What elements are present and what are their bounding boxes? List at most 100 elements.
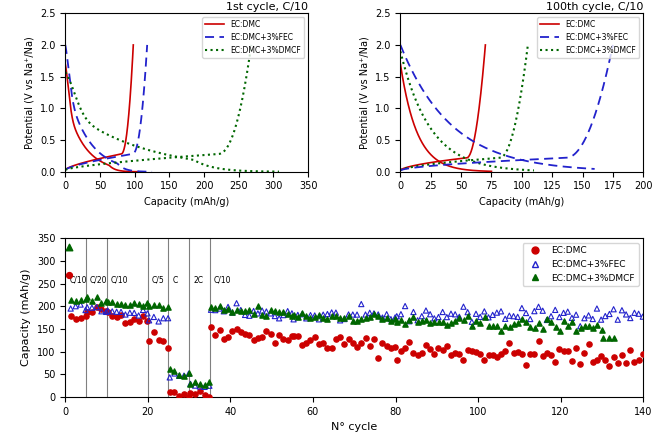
Point bbox=[96, 299, 106, 306]
Point bbox=[613, 316, 623, 323]
Point bbox=[621, 311, 631, 318]
Point bbox=[91, 303, 102, 310]
Point bbox=[185, 389, 196, 396]
Point bbox=[592, 305, 602, 312]
Point bbox=[471, 317, 481, 324]
Point bbox=[454, 350, 464, 357]
Point bbox=[80, 306, 91, 314]
Point bbox=[231, 326, 242, 333]
Point bbox=[496, 327, 507, 334]
Point bbox=[335, 315, 345, 322]
Point bbox=[75, 301, 86, 308]
Point bbox=[261, 328, 272, 335]
Point bbox=[330, 336, 341, 343]
Point bbox=[257, 307, 267, 314]
Point bbox=[195, 387, 205, 394]
Point bbox=[236, 308, 246, 315]
Point bbox=[352, 344, 362, 351]
Point bbox=[179, 372, 189, 379]
Text: C/10: C/10 bbox=[69, 276, 87, 284]
Legend: EC:DMC, EC:DMC+3%FEC, EC:DMC+3%DMCF: EC:DMC, EC:DMC+3%FEC, EC:DMC+3%DMCF bbox=[537, 17, 639, 58]
Point bbox=[144, 337, 154, 344]
Point bbox=[616, 351, 627, 359]
Point bbox=[313, 340, 324, 348]
Point bbox=[206, 304, 216, 311]
Point bbox=[360, 335, 371, 342]
Legend: EC:DMC, EC:DMC+3%FEC, EC:DMC+3%DMCF: EC:DMC, EC:DMC+3%FEC, EC:DMC+3%DMCF bbox=[522, 243, 639, 286]
Point bbox=[289, 312, 299, 319]
Point bbox=[429, 350, 439, 357]
Point bbox=[462, 347, 473, 354]
Point bbox=[120, 311, 131, 318]
Point bbox=[265, 310, 276, 317]
Point bbox=[149, 329, 159, 336]
Point bbox=[169, 367, 180, 374]
Point bbox=[301, 313, 311, 320]
Point bbox=[87, 308, 97, 315]
Point bbox=[567, 314, 577, 321]
Point bbox=[101, 308, 112, 315]
Point bbox=[129, 309, 140, 316]
Point bbox=[390, 315, 400, 322]
Point bbox=[347, 311, 358, 318]
Point bbox=[433, 314, 443, 321]
Point bbox=[190, 378, 200, 385]
Point bbox=[343, 313, 354, 320]
Point bbox=[504, 323, 515, 330]
Point bbox=[278, 311, 289, 318]
Point bbox=[214, 303, 225, 310]
Point bbox=[425, 311, 436, 318]
Point bbox=[322, 310, 332, 318]
X-axis label: Capacity (mAh/g): Capacity (mAh/g) bbox=[479, 197, 564, 207]
Point bbox=[504, 312, 515, 319]
Point bbox=[163, 344, 173, 351]
Point bbox=[546, 313, 556, 320]
Point bbox=[629, 309, 640, 316]
Point bbox=[65, 297, 76, 304]
Text: C/5: C/5 bbox=[152, 276, 165, 284]
Point bbox=[425, 320, 436, 327]
Point bbox=[603, 335, 614, 342]
Point bbox=[537, 352, 548, 359]
Text: C: C bbox=[172, 276, 178, 284]
Point bbox=[133, 312, 144, 319]
Point bbox=[558, 309, 569, 316]
Point bbox=[438, 347, 448, 354]
Point bbox=[529, 351, 539, 358]
Point bbox=[609, 353, 619, 360]
Point bbox=[116, 311, 126, 318]
Point bbox=[80, 312, 91, 319]
Point bbox=[521, 361, 532, 368]
X-axis label: Capacity (mAh/g): Capacity (mAh/g) bbox=[144, 197, 229, 207]
Point bbox=[214, 305, 225, 312]
Point bbox=[458, 356, 469, 363]
Point bbox=[116, 308, 126, 315]
Point bbox=[206, 323, 216, 330]
Point bbox=[625, 346, 635, 353]
Point bbox=[575, 360, 586, 367]
Point bbox=[471, 349, 481, 356]
Point bbox=[592, 356, 602, 363]
Point bbox=[462, 309, 473, 316]
Point bbox=[534, 320, 544, 327]
Point bbox=[492, 309, 502, 316]
Point bbox=[404, 316, 415, 323]
Point bbox=[227, 308, 238, 315]
Point bbox=[101, 307, 112, 314]
Point bbox=[438, 308, 448, 315]
Point bbox=[179, 372, 189, 379]
Point bbox=[244, 332, 255, 339]
Point bbox=[530, 324, 540, 331]
Point bbox=[142, 318, 153, 325]
Point bbox=[223, 305, 233, 312]
Point bbox=[441, 314, 452, 321]
Point bbox=[517, 351, 527, 358]
Point bbox=[343, 311, 354, 318]
Point bbox=[509, 320, 519, 327]
Point bbox=[261, 308, 272, 315]
Point bbox=[165, 389, 175, 396]
Point bbox=[347, 318, 358, 325]
Point bbox=[352, 318, 362, 325]
Point bbox=[450, 311, 460, 318]
Point bbox=[244, 306, 255, 314]
